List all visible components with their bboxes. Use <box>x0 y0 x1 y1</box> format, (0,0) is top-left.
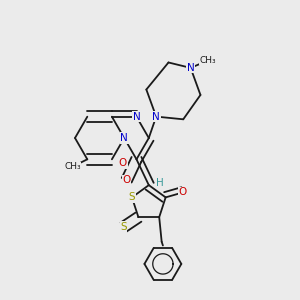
Text: S: S <box>120 222 127 232</box>
Text: CH₃: CH₃ <box>64 162 81 171</box>
Text: N: N <box>152 112 160 122</box>
Text: O: O <box>122 175 131 185</box>
Text: S: S <box>129 192 135 203</box>
Text: N: N <box>120 133 128 143</box>
Text: O: O <box>179 188 187 197</box>
Text: O: O <box>119 158 127 168</box>
Text: CH₃: CH₃ <box>200 56 216 65</box>
Text: H: H <box>156 178 164 188</box>
Text: N: N <box>133 112 140 122</box>
Text: N: N <box>187 63 194 73</box>
